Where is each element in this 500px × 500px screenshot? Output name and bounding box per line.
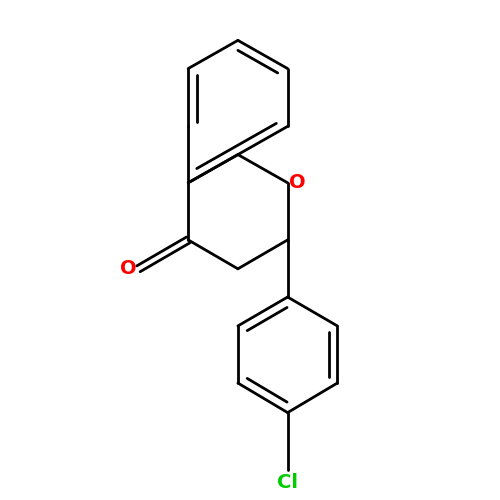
Text: O: O bbox=[120, 260, 136, 278]
Text: Cl: Cl bbox=[277, 473, 298, 492]
Text: O: O bbox=[290, 174, 306, 193]
